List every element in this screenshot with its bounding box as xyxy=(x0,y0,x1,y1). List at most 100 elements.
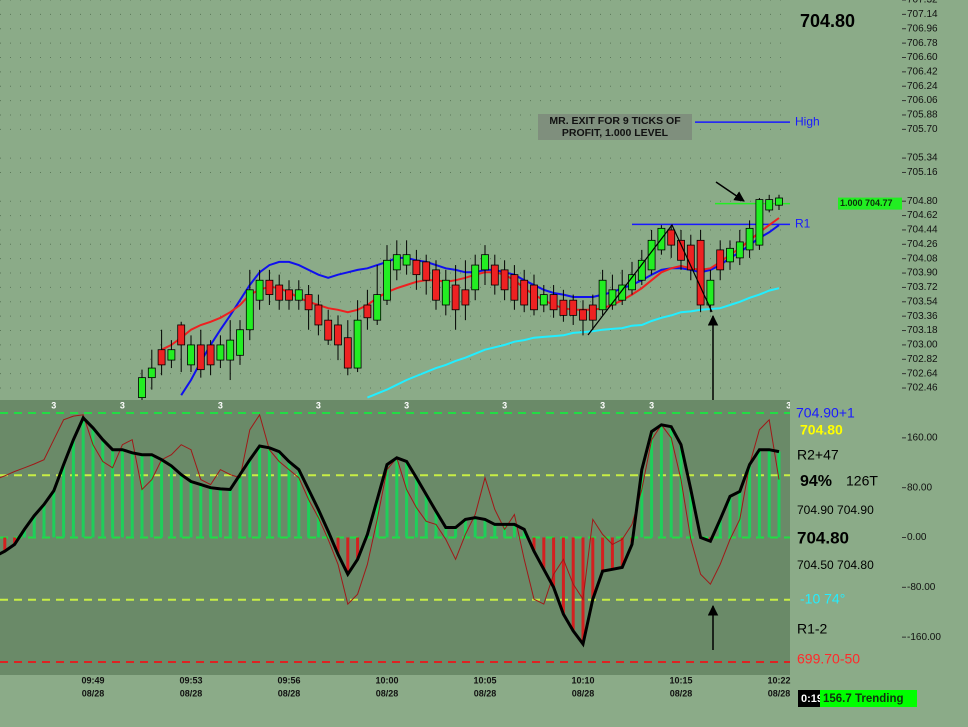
cycle-mark: 3 xyxy=(649,400,654,410)
histogram-bar xyxy=(228,489,232,538)
y-tick-label: 707.32 xyxy=(907,0,938,6)
x-tick-date: 08/28 xyxy=(82,688,105,698)
y-tick-label: 705.34 xyxy=(907,153,938,164)
y-tick-label: 704.08 xyxy=(907,253,938,264)
candle-body xyxy=(745,227,754,251)
cycle-mark: 3 xyxy=(600,400,605,410)
candle-body xyxy=(559,299,568,316)
y-tick-label: 702.46 xyxy=(907,383,938,394)
candle-body xyxy=(471,264,480,291)
candle-body xyxy=(265,279,274,296)
histogram-bar xyxy=(503,524,507,538)
y-tick-label: 703.36 xyxy=(907,311,938,322)
candle-body xyxy=(716,249,725,271)
candle-body xyxy=(549,294,558,311)
candle-body xyxy=(304,294,313,311)
readout: R2+47 xyxy=(797,447,839,463)
histogram-bar xyxy=(3,537,7,552)
histogram-bar xyxy=(552,537,556,588)
level-label: R1 xyxy=(795,217,811,231)
candle-body xyxy=(432,269,440,301)
histogram-bar xyxy=(620,537,624,568)
candle-body xyxy=(147,367,156,379)
histogram-bar xyxy=(71,439,75,538)
histogram-bar xyxy=(718,519,722,538)
histogram-bar xyxy=(610,537,614,570)
y-tick-label: 706.78 xyxy=(907,38,938,49)
readout: 704.80 xyxy=(797,528,849,547)
histogram-bar xyxy=(581,537,585,644)
candle-body xyxy=(588,304,597,321)
candle-body xyxy=(196,344,205,371)
candle-body xyxy=(677,239,685,261)
candle-body xyxy=(539,294,548,306)
histogram-bar xyxy=(512,524,516,538)
histogram-bar xyxy=(199,484,203,538)
candle-body xyxy=(226,339,235,361)
x-tick-label: 09:49 xyxy=(81,675,104,685)
histogram-bar xyxy=(297,469,301,538)
histogram-bar xyxy=(209,487,213,538)
candle-body xyxy=(726,247,734,263)
candle-body xyxy=(206,344,215,366)
readout: 704.90 704.90 xyxy=(797,503,874,517)
readout: 94% xyxy=(800,473,832,490)
candle-body xyxy=(373,294,382,321)
axis-layer: 160.00 80.00 0.00 -80.00 -160.00 707.32 707.14… xyxy=(902,0,941,643)
annotation-box xyxy=(538,114,692,140)
cycle-mark: 3 xyxy=(502,400,507,410)
status-box xyxy=(820,690,917,707)
y-tick-label: 706.42 xyxy=(907,66,938,77)
histogram-bar xyxy=(522,529,526,538)
candle-body xyxy=(598,279,607,311)
cycle-mark: 3 xyxy=(51,400,56,410)
candle-body xyxy=(696,239,705,306)
candle-body xyxy=(775,197,783,206)
candle-body xyxy=(363,304,372,319)
status-state: 156.7 Trending xyxy=(823,693,904,705)
candle-body xyxy=(667,229,676,246)
histogram-bar xyxy=(483,519,487,538)
candle-body xyxy=(706,279,715,306)
histogram-bar xyxy=(493,524,497,538)
annotation: MR. EXIT FOR 9 TICKS OF xyxy=(549,115,681,127)
x-tick-label: 10:00 xyxy=(375,675,398,685)
histogram-bar xyxy=(385,464,389,538)
candle-body xyxy=(461,289,470,306)
candle-body xyxy=(755,199,764,246)
y-tick-label: 703.00 xyxy=(907,340,938,351)
candle-body xyxy=(245,289,254,331)
oscillator-line xyxy=(0,415,780,648)
histogram-bar xyxy=(454,527,458,538)
x-tick-date: 08/28 xyxy=(768,688,791,698)
histogram-bar xyxy=(130,452,134,538)
candle-body xyxy=(500,269,509,291)
candle-body xyxy=(637,259,646,281)
histogram-bar xyxy=(218,488,222,538)
histogram-bar xyxy=(356,537,360,560)
candle-body xyxy=(569,299,578,316)
histogram-bar xyxy=(659,424,663,538)
candle-body xyxy=(353,319,362,369)
histogram-bar xyxy=(748,464,752,538)
candle-body xyxy=(481,254,489,271)
histogram-bar xyxy=(640,469,644,538)
histogram-bar xyxy=(140,454,144,538)
histogram-bar xyxy=(650,431,654,538)
histogram-bar xyxy=(463,519,467,538)
candle-body xyxy=(441,279,450,306)
candle-body xyxy=(383,259,391,301)
last-price: 704.80 xyxy=(800,11,855,31)
x-tick-date: 08/28 xyxy=(572,688,595,698)
histogram-bar xyxy=(238,474,242,538)
annotation: PROFIT, 1.000 LEVEL xyxy=(562,127,669,139)
histogram-bar xyxy=(405,461,409,538)
histogram-bar xyxy=(258,445,262,538)
x-tick-label: 10:05 xyxy=(473,675,496,685)
cycle-mark: 3 xyxy=(120,400,125,410)
histogram-bar xyxy=(277,451,281,538)
readout: 699.70-50 xyxy=(797,651,860,667)
histogram-bar xyxy=(424,494,428,538)
y-tick-label: 705.16 xyxy=(907,167,938,178)
histogram-bar xyxy=(767,449,771,538)
